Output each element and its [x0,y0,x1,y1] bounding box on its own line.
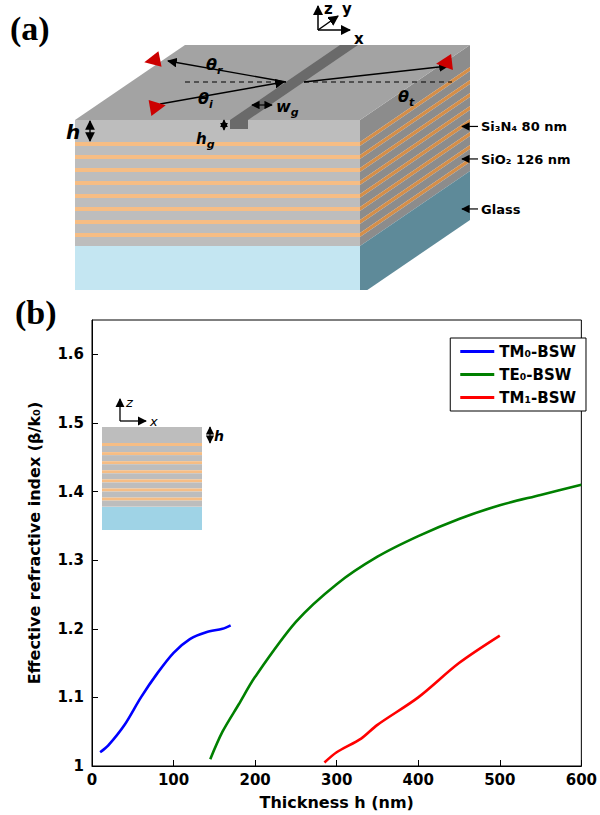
svg-text:1: 1 [74,757,84,775]
svg-text:TM₁-BSW: TM₁-BSW [499,389,576,407]
svg-text:Thickness h (nm): Thickness h (nm) [259,793,413,812]
svg-text:(a): (a) [10,10,50,48]
svg-text:z: z [324,0,333,18]
svg-text:1.4: 1.4 [57,483,84,501]
svg-text:z: z [125,395,134,410]
svg-text:Si₃N₄ 80 nm: Si₃N₄ 80 nm [481,119,567,134]
svg-text:TE₀-BSW: TE₀-BSW [499,366,572,384]
svg-text:x: x [149,414,158,429]
svg-text:TM₀-BSW: TM₀-BSW [499,343,576,361]
svg-text:h: h [66,120,80,144]
svg-text:500: 500 [484,771,515,789]
svg-text:wg: wg [276,97,299,119]
svg-text:400: 400 [403,771,434,789]
svg-text:1.6: 1.6 [57,345,84,363]
svg-text:θt: θt [398,87,415,109]
svg-text:0: 0 [87,771,97,789]
svg-text:θr: θr [206,55,223,77]
svg-text:θi: θi [198,89,213,111]
svg-text:h: h [214,428,224,444]
svg-text:100: 100 [158,771,189,789]
svg-text:1.5: 1.5 [57,414,84,432]
svg-text:Glass: Glass [481,202,521,217]
svg-text:(b): (b) [15,294,57,332]
svg-text:x: x [354,30,364,48]
svg-text:1.2: 1.2 [57,620,84,638]
svg-text:1.1: 1.1 [57,688,84,706]
svg-text:SiO₂ 126 nm: SiO₂ 126 nm [481,152,571,167]
svg-text:200: 200 [239,771,270,789]
svg-text:y: y [342,0,352,18]
svg-text:600: 600 [566,771,597,789]
svg-text:hg: hg [196,130,215,151]
svg-text:300: 300 [321,771,352,789]
svg-text:Effective refractive index (β/: Effective refractive index (β/k₀) [25,402,44,685]
svg-text:1.3: 1.3 [57,551,84,569]
